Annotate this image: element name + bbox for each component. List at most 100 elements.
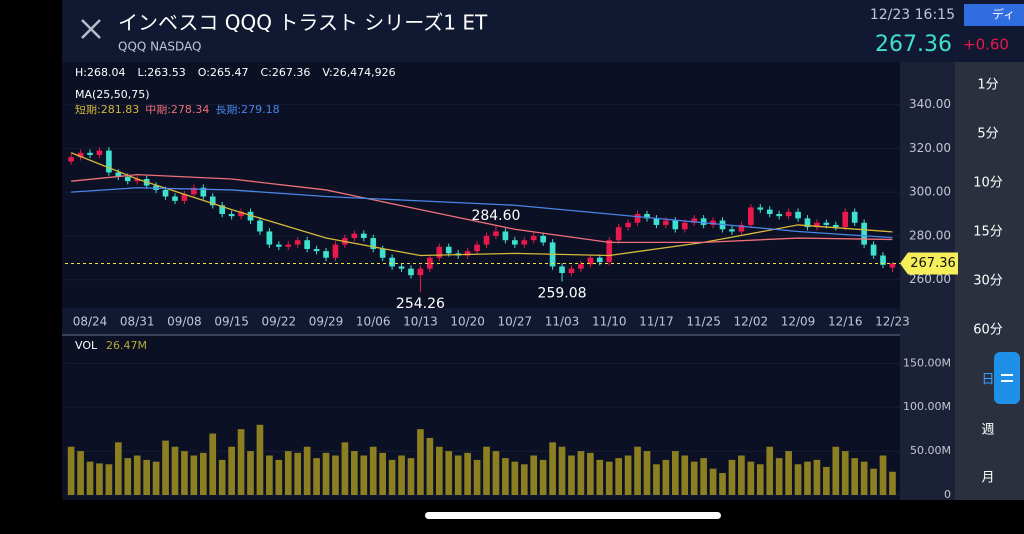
candle-body bbox=[115, 172, 122, 177]
candle-body bbox=[332, 244, 339, 258]
volume-bar bbox=[454, 455, 462, 495]
volume-bar bbox=[96, 463, 103, 495]
candle-body bbox=[408, 268, 414, 276]
candle-body bbox=[445, 246, 452, 254]
x-tick-label: 12/02 bbox=[734, 315, 769, 329]
volume-bar bbox=[417, 429, 424, 495]
vol-tick-label: 150.00M bbox=[903, 356, 951, 369]
volume-bar bbox=[879, 455, 887, 495]
volume-bar bbox=[228, 446, 235, 495]
candle-body bbox=[77, 152, 84, 158]
volume-bar bbox=[388, 459, 396, 495]
price-change: +0.60 bbox=[963, 36, 1009, 54]
volume-bar bbox=[256, 424, 264, 495]
timeframe-option[interactable]: 60分 bbox=[973, 323, 1003, 338]
volume-bar bbox=[775, 458, 783, 495]
candle-body bbox=[493, 231, 499, 236]
close-button[interactable] bbox=[81, 19, 101, 39]
info-item: H:268.04 bbox=[75, 66, 125, 79]
y-tick-label: 260.00 bbox=[909, 272, 951, 286]
timeframe-option[interactable]: 月 bbox=[981, 471, 994, 486]
candle-body bbox=[823, 222, 830, 225]
ma-line bbox=[71, 187, 893, 239]
candle-body bbox=[219, 205, 226, 214]
candle-body bbox=[889, 263, 896, 268]
candle-body bbox=[96, 150, 103, 155]
volume-bar bbox=[369, 446, 377, 495]
volume-bar bbox=[67, 446, 75, 495]
tab[interactable] bbox=[964, 4, 1024, 26]
candle-body bbox=[880, 255, 886, 265]
volume-bar bbox=[341, 442, 349, 495]
vol-tick-label: 0 bbox=[944, 488, 951, 501]
timeframe-option[interactable]: 日 bbox=[981, 373, 994, 388]
volume-bar bbox=[284, 451, 292, 495]
candle-body bbox=[294, 240, 301, 245]
volume-bar bbox=[199, 452, 207, 495]
candle-body bbox=[502, 231, 509, 241]
tab-label[interactable]: ディ bbox=[992, 7, 1015, 22]
volume-bar bbox=[313, 458, 320, 495]
timeframe-option[interactable]: 30分 bbox=[973, 274, 1003, 289]
volume-bar bbox=[851, 458, 859, 495]
volume-bar bbox=[115, 442, 122, 495]
x-tick-label: 12/09 bbox=[781, 315, 816, 329]
volume-bar bbox=[520, 464, 528, 495]
volume-bar bbox=[124, 458, 132, 495]
volume-bar bbox=[332, 455, 339, 495]
timeframe-option[interactable]: 15分 bbox=[973, 225, 1003, 240]
volume-bar bbox=[596, 459, 604, 495]
timeframe-option[interactable]: 5分 bbox=[977, 127, 998, 142]
volume-bar bbox=[218, 459, 226, 495]
volume-bar bbox=[870, 468, 877, 495]
date-axis-band bbox=[62, 308, 900, 335]
volume-bar bbox=[747, 461, 755, 495]
candle-body bbox=[389, 257, 395, 267]
candle-body bbox=[748, 207, 754, 225]
volume-bar bbox=[143, 459, 150, 495]
info-item: C:267.36 bbox=[260, 66, 310, 79]
volume-bar bbox=[889, 471, 896, 495]
candle-body bbox=[87, 152, 93, 155]
candle-body bbox=[700, 218, 707, 225]
candle-body bbox=[540, 235, 546, 243]
candle-body bbox=[568, 268, 575, 274]
candle-body bbox=[766, 209, 773, 214]
candle-body bbox=[304, 240, 310, 249]
candle-body bbox=[275, 244, 282, 247]
chart-area bbox=[62, 62, 900, 500]
timeframe-option[interactable]: 週 bbox=[981, 423, 994, 438]
x-tick-label: 09/08 bbox=[167, 315, 202, 329]
candle-body bbox=[729, 229, 735, 232]
timeframe-option[interactable]: 1分 bbox=[977, 78, 998, 93]
volume-bar bbox=[171, 446, 179, 495]
volume-bar bbox=[322, 452, 330, 495]
volume-bar bbox=[247, 451, 254, 495]
candle-body bbox=[379, 248, 386, 258]
price-axis-area bbox=[900, 62, 955, 500]
toggle[interactable] bbox=[994, 352, 1020, 404]
volume-bar bbox=[181, 451, 188, 495]
price-tag bbox=[900, 252, 958, 275]
volume-bar bbox=[624, 455, 632, 495]
volume-bar bbox=[539, 459, 547, 495]
candle-body bbox=[625, 222, 631, 228]
annotation: 259.08 bbox=[538, 286, 587, 302]
volume-bar bbox=[804, 461, 811, 495]
time: 12/23 16:15 bbox=[870, 7, 955, 23]
annotation: 284.60 bbox=[471, 208, 520, 224]
volume-bar bbox=[662, 459, 670, 495]
volume-bar bbox=[615, 458, 623, 495]
vol-value: 26.47M bbox=[106, 339, 147, 352]
y-tick-label: 300.00 bbox=[909, 185, 951, 199]
candle-body bbox=[257, 220, 263, 232]
candle-body bbox=[842, 211, 849, 228]
timeframe-option[interactable]: 10分 bbox=[973, 176, 1003, 191]
candle-body bbox=[228, 213, 235, 217]
volume-bar bbox=[643, 451, 651, 495]
volume-bar bbox=[832, 446, 840, 495]
candle-body bbox=[360, 233, 367, 239]
volume-bar bbox=[473, 459, 481, 495]
x-tick-label: 11/25 bbox=[686, 315, 721, 329]
y-tick-label: 320.00 bbox=[909, 141, 951, 155]
